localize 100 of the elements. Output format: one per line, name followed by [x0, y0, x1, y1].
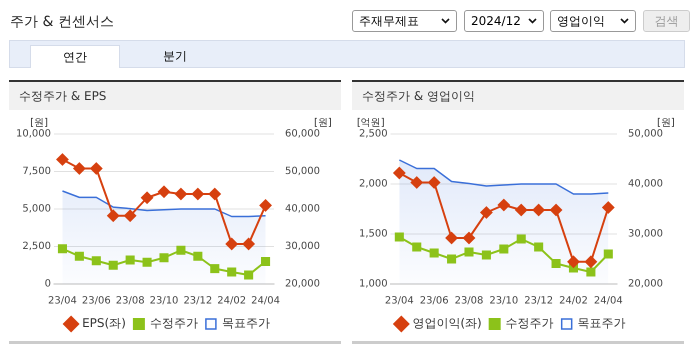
point [73, 162, 86, 174]
legend-label: EPS(좌) [82, 316, 126, 330]
x-tick-label: 23/10 [489, 296, 518, 307]
point [90, 162, 102, 174]
point [244, 270, 254, 280]
text: 영업이익 [557, 12, 605, 30]
point [430, 248, 439, 258]
point [550, 204, 562, 216]
text: 연간 [30, 45, 120, 68]
y-tick-label: 1,500 [358, 228, 388, 240]
y-tick-label: 7,500 [22, 166, 51, 178]
x-tick-label: 23/04 [48, 296, 77, 307]
legend-label: 수정주가 [506, 316, 554, 330]
text: 주재무제표 [359, 12, 419, 30]
point [158, 186, 170, 198]
point [498, 199, 510, 211]
point [412, 242, 422, 252]
y-tick-label: 2,500 [22, 241, 51, 252]
point [58, 244, 67, 254]
point [394, 232, 404, 242]
point [193, 252, 202, 261]
point [141, 192, 154, 204]
point [604, 249, 613, 259]
point [532, 204, 545, 216]
point [108, 260, 118, 270]
point [447, 254, 456, 264]
point [74, 252, 84, 261]
point [499, 244, 508, 254]
point [464, 247, 474, 257]
point [567, 256, 580, 268]
x-tick-label: 23/10 [150, 296, 178, 307]
text: 검색 [643, 10, 690, 32]
x-tick-label: 23/04 [384, 296, 414, 307]
x-tick-label: 24/04 [251, 296, 280, 307]
x-tick-label: 23/12 [183, 296, 212, 307]
point [242, 238, 255, 250]
x-tick-label: 24/02 [559, 296, 588, 307]
point [462, 232, 475, 244]
y2-tick-label: 50,000 [285, 166, 320, 178]
text: 주가 & 컨센서스 [10, 13, 114, 31]
x-tick-label: 23/08 [116, 296, 145, 307]
point [261, 256, 270, 266]
chart-title: 수정주가 & 영업이익 [352, 82, 684, 110]
y-axis-title: [억원] [356, 118, 385, 129]
y2-tick-label: 30,000 [285, 241, 320, 252]
point [586, 267, 596, 277]
point [208, 188, 221, 200]
point [428, 176, 440, 188]
point [446, 232, 458, 244]
x-tick-label: 24/02 [217, 296, 246, 307]
y-tick-label: 1,000 [358, 278, 388, 290]
point [393, 167, 406, 179]
point [142, 258, 152, 267]
legend-label: 영업이익(좌) [412, 316, 482, 330]
point [107, 210, 120, 222]
point [92, 256, 101, 266]
y2-tick-label: 40,000 [285, 204, 320, 215]
y-tick-label: 5,000 [22, 204, 51, 215]
point [210, 264, 220, 274]
point [227, 267, 236, 277]
y-tick-label: 0 [44, 278, 51, 290]
point [192, 188, 204, 200]
x-tick-label: 23/06 [420, 296, 449, 307]
point [480, 206, 492, 218]
point [126, 255, 135, 265]
y-axis-title: [원] [30, 118, 48, 129]
y2-tick-label: 20,000 [285, 278, 320, 290]
point [584, 256, 597, 268]
x-tick-label: 23/06 [82, 296, 111, 307]
y-tick-label: 10,000 [16, 128, 51, 140]
point [226, 238, 238, 250]
point [410, 176, 423, 188]
point [482, 250, 491, 260]
point [159, 253, 169, 262]
y2-tick-label: 60,000 [285, 128, 320, 140]
point [174, 188, 187, 200]
legend-label: 수정주가 [150, 316, 198, 330]
legend-label: 목표주가 [222, 316, 270, 330]
y2-tick-label: 30,000 [628, 228, 664, 240]
point [516, 234, 526, 244]
point [534, 242, 544, 252]
y-tick-label: 2,000 [358, 178, 388, 190]
y2-tick-label: 50,000 [628, 128, 664, 140]
y2-tick-label: 20,000 [628, 278, 664, 290]
chart-title: 수정주가 & EPS [9, 82, 341, 110]
x-tick-label: 23/08 [454, 296, 484, 307]
y2-axis-title: [원] [657, 118, 675, 129]
point [602, 202, 614, 214]
legend-label: 목표주가 [578, 316, 626, 330]
x-tick-label: 24/04 [594, 296, 623, 307]
point [124, 210, 136, 222]
y2-axis-title: [원] [314, 118, 332, 129]
point [56, 154, 68, 166]
point [260, 199, 272, 212]
text: 2024/12 [471, 14, 521, 28]
text: 분기 [162, 48, 188, 65]
x-tick-label: 23/12 [524, 296, 554, 307]
point [176, 246, 186, 255]
y2-tick-label: 40,000 [628, 178, 664, 190]
point [515, 204, 528, 216]
